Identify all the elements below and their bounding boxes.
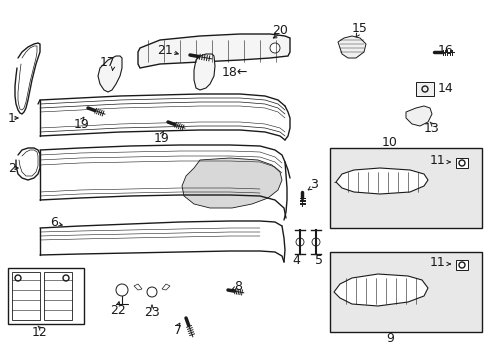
Text: 6: 6 [50,216,58,229]
Text: 2: 2 [8,162,16,175]
Polygon shape [333,274,427,306]
Text: 11: 11 [428,256,444,269]
Text: 21: 21 [157,44,173,57]
Bar [415,82,433,96]
Bar [44,272,72,320]
Polygon shape [337,36,365,58]
Circle shape [269,43,280,53]
Bar [329,148,481,228]
Polygon shape [335,168,427,194]
Text: 12: 12 [32,325,48,338]
Text: 7: 7 [174,324,182,337]
Text: 20: 20 [271,23,287,36]
Polygon shape [182,158,282,208]
Polygon shape [194,54,215,90]
Text: 19: 19 [154,131,169,144]
Circle shape [311,238,319,246]
Text: 8: 8 [234,279,242,292]
Bar [12,272,40,320]
Polygon shape [405,106,431,126]
Text: 13: 13 [423,122,439,135]
Bar [329,252,481,332]
Bar [455,260,467,270]
Text: 5: 5 [314,253,323,266]
Circle shape [295,238,304,246]
Text: 22: 22 [110,303,125,316]
Text: 11: 11 [428,153,444,166]
Bar [8,268,84,324]
Text: 23: 23 [144,306,160,319]
Text: 4: 4 [291,253,299,266]
Text: 1: 1 [8,112,16,125]
Text: 17: 17 [100,55,116,68]
Text: 3: 3 [309,177,317,190]
Text: 9: 9 [385,332,393,345]
Polygon shape [138,34,289,68]
Text: 15: 15 [351,22,367,35]
Polygon shape [98,56,122,92]
Text: 14: 14 [437,81,453,95]
Bar [455,158,467,168]
Text: 19: 19 [74,117,90,131]
Text: 18←: 18← [222,66,248,78]
Text: 10: 10 [381,135,397,149]
Text: 16: 16 [437,44,453,57]
